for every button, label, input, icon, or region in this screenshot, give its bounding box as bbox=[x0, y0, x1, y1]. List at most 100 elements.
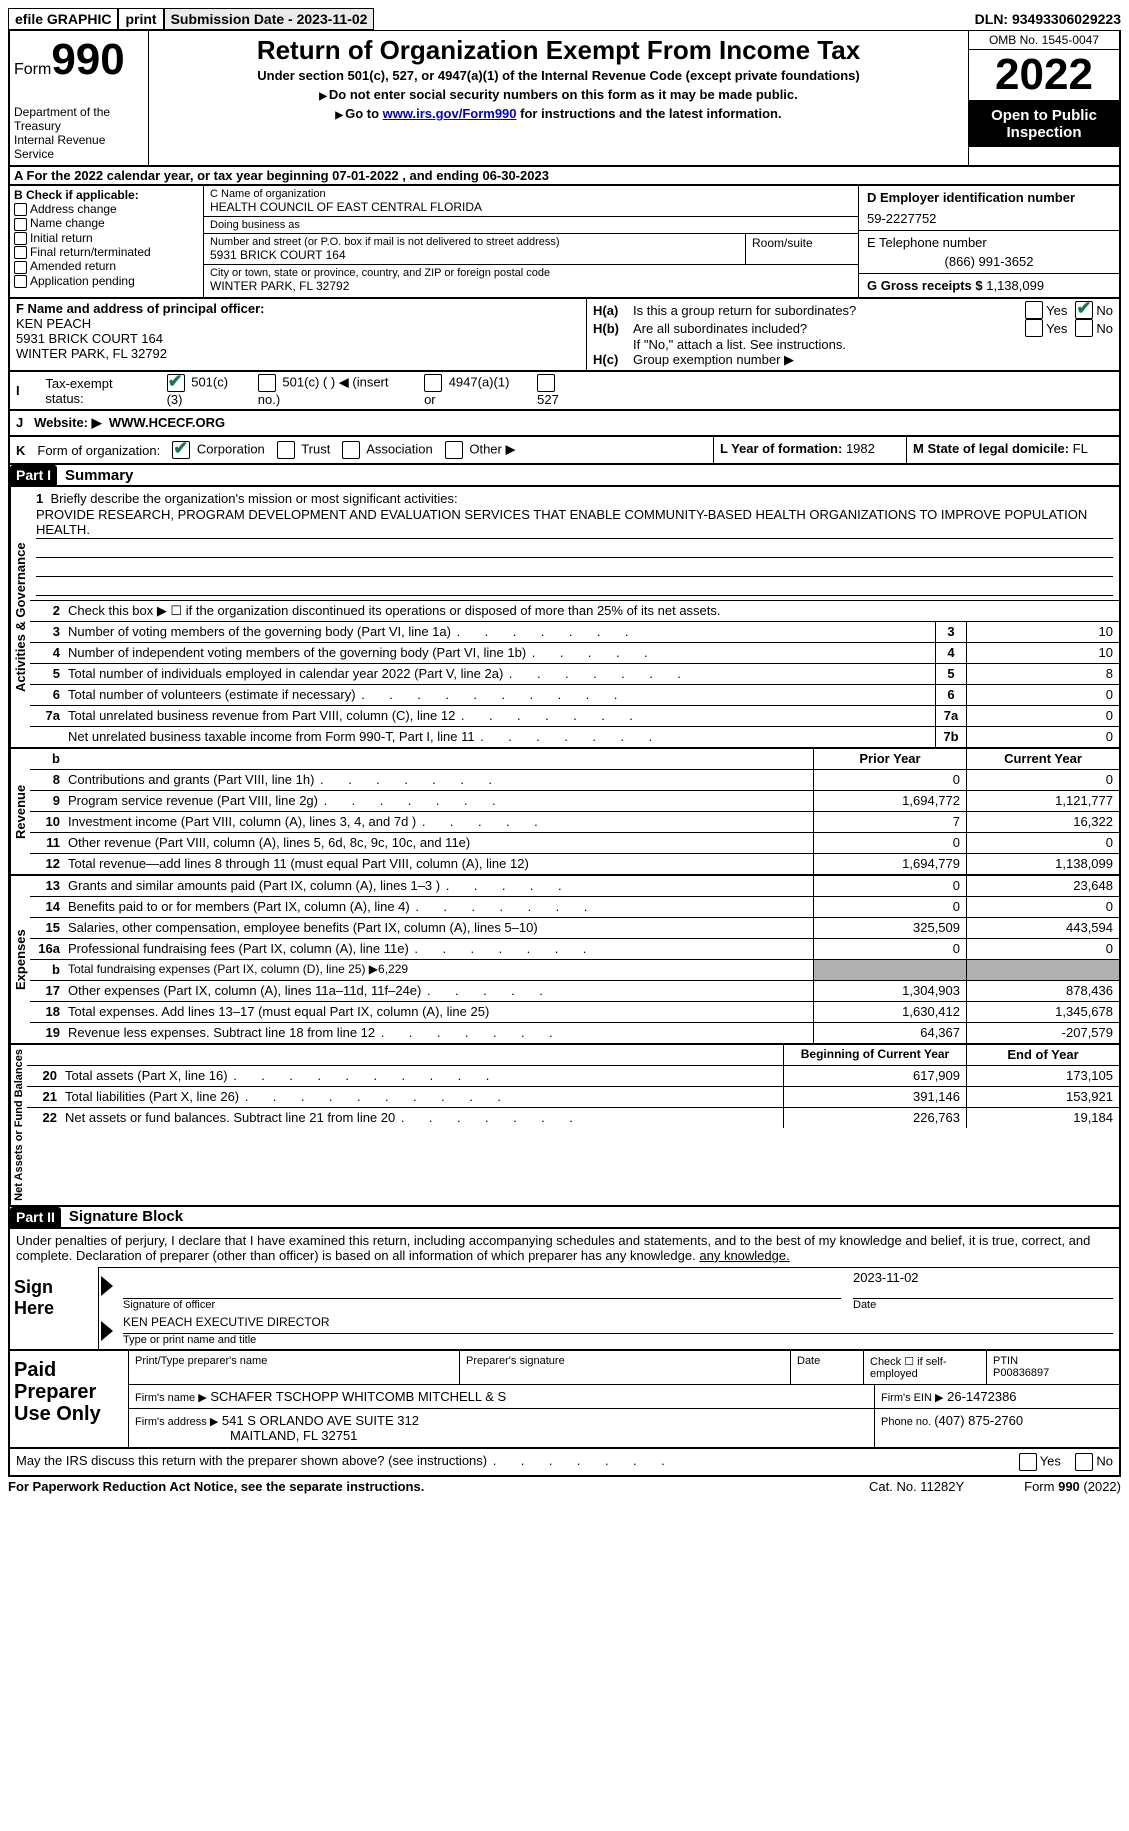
table-row: 19Revenue less expenses. Subtract line 1… bbox=[30, 1022, 1119, 1043]
chk-501c3[interactable] bbox=[167, 374, 185, 392]
open-to-public: Open to Public Inspection bbox=[969, 101, 1119, 147]
officer-name: KEN PEACH bbox=[16, 316, 580, 331]
form-note-1: Do not enter social security numbers on … bbox=[329, 87, 798, 102]
section-k-l-m: K Form of organization: Corporation Trus… bbox=[8, 437, 1121, 465]
chk-address-change[interactable]: Address change bbox=[14, 202, 199, 216]
main-info-block: B Check if applicable: Address change Na… bbox=[8, 186, 1121, 299]
form-number: 990 bbox=[51, 35, 124, 84]
chk-ha-yes[interactable] bbox=[1025, 301, 1043, 319]
table-row: 20Total assets (Part X, line 16)617,9091… bbox=[27, 1065, 1119, 1086]
arrow-icon bbox=[101, 1321, 113, 1341]
ein: 59-2227752 bbox=[867, 211, 1111, 226]
chk-trust[interactable] bbox=[277, 441, 295, 459]
street-address: 5931 BRICK COURT 164 bbox=[210, 248, 739, 262]
year-formation: 1982 bbox=[846, 441, 875, 456]
officer-addr1: 5931 BRICK COURT 164 bbox=[16, 331, 580, 346]
section-f-h: F Name and address of principal officer:… bbox=[8, 299, 1121, 372]
irs-link[interactable]: www.irs.gov/Form990 bbox=[383, 106, 517, 121]
sig-date: 2023-11-02 bbox=[853, 1270, 1113, 1299]
table-row: 16aProfessional fundraising fees (Part I… bbox=[30, 938, 1119, 959]
expenses-section: Expenses 13Grants and similar amounts pa… bbox=[8, 876, 1121, 1045]
netassets-section: Net Assets or Fund Balances Beginning of… bbox=[8, 1045, 1121, 1207]
top-bar: efile GRAPHIC print Submission Date - 20… bbox=[8, 8, 1121, 30]
ptin: P00836897 bbox=[993, 1367, 1113, 1379]
section-c: C Name of organization HEALTH COUNCIL OF… bbox=[204, 186, 858, 297]
efile-label: efile GRAPHIC bbox=[8, 8, 118, 30]
discuss-row: May the IRS discuss this return with the… bbox=[8, 1449, 1121, 1477]
phone: (866) 991-3652 bbox=[867, 254, 1111, 269]
table-row: bTotal fundraising expenses (Part IX, co… bbox=[30, 959, 1119, 980]
section-b: B Check if applicable: Address change Na… bbox=[10, 186, 204, 297]
table-row: 9Program service revenue (Part VIII, lin… bbox=[30, 790, 1119, 811]
table-row: 22Net assets or fund balances. Subtract … bbox=[27, 1107, 1119, 1128]
table-row: 17Other expenses (Part IX, column (A), l… bbox=[30, 980, 1119, 1001]
typed-name: KEN PEACH EXECUTIVE DIRECTOR bbox=[123, 1315, 1113, 1334]
city-state-zip: WINTER PARK, FL 32792 bbox=[210, 279, 852, 293]
form-subtitle: Under section 501(c), 527, or 4947(a)(1)… bbox=[157, 68, 960, 83]
chk-amended[interactable]: Amended return bbox=[14, 259, 199, 273]
officer-signature[interactable] bbox=[123, 1270, 841, 1299]
website: WWW.HCECF.ORG bbox=[109, 415, 225, 430]
firm-phone: (407) 875-2760 bbox=[934, 1413, 1023, 1428]
form-word: Form bbox=[14, 61, 51, 78]
omb-number: OMB No. 1545-0047 bbox=[969, 31, 1119, 50]
preparer-block: Paid Preparer Use Only Print/Type prepar… bbox=[8, 1351, 1121, 1449]
val-7a: 0 bbox=[966, 706, 1119, 726]
chk-501c[interactable] bbox=[258, 374, 276, 392]
vlabel-na: Net Assets or Fund Balances bbox=[10, 1045, 27, 1205]
irs-label: Internal Revenue Service bbox=[14, 133, 144, 161]
firm-addr2: MAITLAND, FL 32751 bbox=[135, 1428, 868, 1443]
table-row: 12Total revenue—add lines 8 through 11 (… bbox=[30, 853, 1119, 874]
val-4: 10 bbox=[966, 643, 1119, 663]
chk-initial-return[interactable]: Initial return bbox=[14, 231, 199, 245]
chk-assoc[interactable] bbox=[342, 441, 360, 459]
chk-hb-no[interactable] bbox=[1075, 319, 1093, 337]
paperwork-notice: For Paperwork Reduction Act Notice, see … bbox=[8, 1479, 869, 1494]
form-title: Return of Organization Exempt From Incom… bbox=[157, 35, 960, 66]
chk-4947[interactable] bbox=[424, 374, 442, 392]
form-ref: Form 990 (2022) bbox=[1024, 1479, 1121, 1494]
table-row: 11Other revenue (Part VIII, column (A), … bbox=[30, 832, 1119, 853]
header-center: Return of Organization Exempt From Incom… bbox=[149, 31, 968, 165]
chk-final-return[interactable]: Final return/terminated bbox=[14, 245, 199, 259]
dln: DLN: 93493306029223 bbox=[975, 11, 1121, 27]
vlabel-rev: Revenue bbox=[10, 749, 30, 874]
mission-text: PROVIDE RESEARCH, PROGRAM DEVELOPMENT AN… bbox=[36, 506, 1113, 539]
table-row: 8Contributions and grants (Part VIII, li… bbox=[30, 769, 1119, 790]
chk-corp[interactable] bbox=[172, 441, 190, 459]
chk-other[interactable] bbox=[445, 441, 463, 459]
part1-header: Part I Summary bbox=[8, 465, 1121, 487]
val-7b: 0 bbox=[966, 727, 1119, 747]
form-header: Form990 Department of the Treasury Inter… bbox=[8, 30, 1121, 167]
chk-527[interactable] bbox=[537, 374, 555, 392]
tax-year: 2022 bbox=[969, 50, 1119, 101]
table-row: 21Total liabilities (Part X, line 26)391… bbox=[27, 1086, 1119, 1107]
table-row: 14Benefits paid to or for members (Part … bbox=[30, 896, 1119, 917]
firm-addr1: 541 S ORLANDO AVE SUITE 312 bbox=[222, 1413, 419, 1428]
state-domicile: FL bbox=[1073, 441, 1088, 456]
cat-no: Cat. No. 11282Y bbox=[869, 1479, 964, 1494]
section-i: I Tax-exempt status: 501(c)(3) 501(c) ( … bbox=[8, 372, 1121, 411]
val-6: 0 bbox=[966, 685, 1119, 705]
part2-header: Part II Signature Block bbox=[8, 1207, 1121, 1229]
room-suite: Room/suite bbox=[746, 234, 858, 264]
table-row: 13Grants and similar amounts paid (Part … bbox=[30, 876, 1119, 896]
submission-date: Submission Date - 2023-11-02 bbox=[164, 8, 375, 30]
chk-discuss-no[interactable] bbox=[1075, 1453, 1093, 1471]
org-name: HEALTH COUNCIL OF EAST CENTRAL FLORIDA bbox=[210, 200, 852, 214]
sign-here-label: Sign Here bbox=[10, 1267, 99, 1349]
chk-discuss-yes[interactable] bbox=[1019, 1453, 1037, 1471]
print-button[interactable]: print bbox=[118, 8, 163, 30]
chk-app-pending[interactable]: Application pending bbox=[14, 274, 199, 288]
chk-name-change[interactable]: Name change bbox=[14, 216, 199, 230]
chk-ha-no[interactable] bbox=[1075, 301, 1093, 319]
section-a: A For the 2022 calendar year, or tax yea… bbox=[8, 167, 1121, 186]
firm-ein: 26-1472386 bbox=[947, 1389, 1016, 1404]
val-3: 10 bbox=[966, 622, 1119, 642]
val-5: 8 bbox=[966, 664, 1119, 684]
section-d-e-g: D Employer identification number 59-2227… bbox=[858, 186, 1119, 297]
vlabel-ag: Activities & Governance bbox=[10, 487, 30, 747]
table-row: 10Investment income (Part VIII, column (… bbox=[30, 811, 1119, 832]
firm-name: SCHAFER TSCHOPP WHITCOMB MITCHELL & S bbox=[210, 1389, 506, 1404]
chk-hb-yes[interactable] bbox=[1025, 319, 1043, 337]
